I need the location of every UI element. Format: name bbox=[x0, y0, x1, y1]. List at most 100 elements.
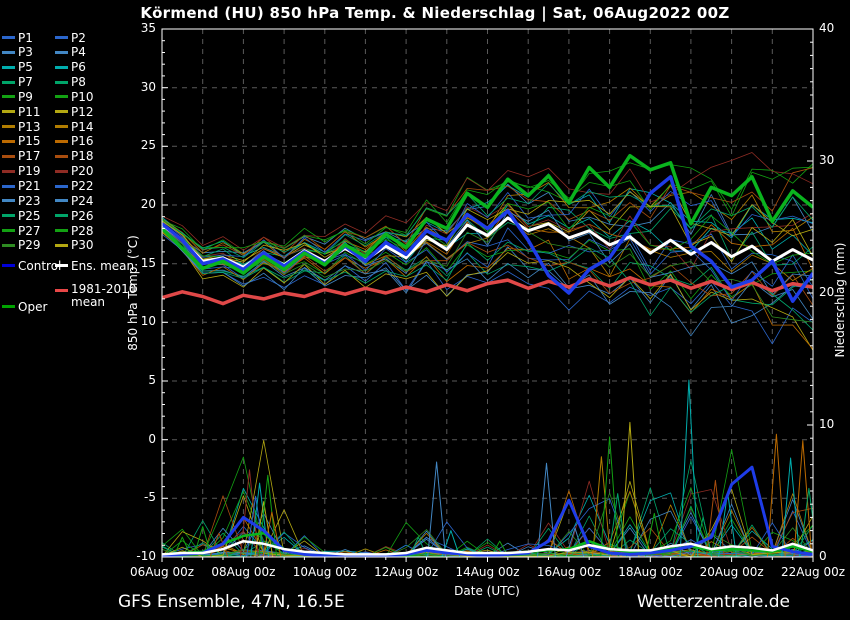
legend-item-p23-swatch bbox=[2, 199, 15, 203]
legend-item-p24-label: P24 bbox=[71, 193, 94, 208]
legend-item-p5-swatch bbox=[2, 65, 15, 69]
legend-item-p16-label: P16 bbox=[71, 134, 94, 149]
date-tick-label: 16Aug 00z bbox=[536, 565, 601, 579]
date-tick-label: 06Aug 00z bbox=[129, 565, 195, 579]
legend-item-p29-swatch bbox=[2, 243, 15, 247]
legend-item-p30: P30 bbox=[55, 238, 94, 253]
legend-item-p18-label: P18 bbox=[71, 149, 94, 164]
legend-item-p10-label: P10 bbox=[71, 89, 94, 104]
legend-item-p28: P28 bbox=[55, 224, 94, 238]
temp-tick-label: -10 bbox=[136, 549, 156, 563]
legend-item-p1-swatch bbox=[2, 36, 15, 39]
legend-item-p5-label: P5 bbox=[18, 60, 33, 75]
legend-item-oper: Oper bbox=[2, 299, 48, 314]
legend-item-p12-swatch bbox=[55, 110, 68, 114]
legend-item-p21: P21 bbox=[2, 179, 41, 193]
legend-item-p13: P13 bbox=[2, 119, 41, 134]
legend-item-p2: P2 bbox=[55, 30, 86, 45]
legend-item-p21-swatch bbox=[2, 184, 15, 188]
temp-tick-label: 35 bbox=[140, 21, 156, 35]
legend-item-p9-swatch bbox=[2, 95, 15, 99]
legend-item-p17-label: P17 bbox=[18, 149, 41, 164]
temp-tick-label: 20 bbox=[140, 197, 156, 211]
legend-item-p9-label: P9 bbox=[18, 89, 33, 104]
legend-item-p17-swatch bbox=[2, 154, 15, 158]
precip-tick-label: 30 bbox=[819, 153, 835, 167]
legend-item-p6-swatch bbox=[55, 65, 68, 69]
legend-item-p30-label: P30 bbox=[71, 238, 94, 253]
legend-item-p16-swatch bbox=[55, 139, 68, 143]
legend-item-p14-label: P14 bbox=[71, 119, 94, 134]
legend-item-p10: P10 bbox=[55, 89, 94, 104]
temp-tick-label: 5 bbox=[148, 373, 156, 387]
legend-item-p29-label: P29 bbox=[18, 238, 41, 253]
legend-item-p15: P15 bbox=[2, 134, 41, 149]
date-tick-label: 08Aug 00z bbox=[211, 565, 276, 579]
temp-tick-label: -5 bbox=[144, 490, 156, 505]
date-tick-label: 20Aug 00z bbox=[699, 565, 764, 579]
legend-item-oper-swatch bbox=[2, 305, 15, 308]
temp-tick-label: 15 bbox=[140, 255, 156, 270]
legend-item-p26-label: P26 bbox=[71, 208, 94, 223]
legend-item-ens-mean-swatch bbox=[55, 264, 68, 267]
legend-item-p22: P22 bbox=[55, 179, 94, 193]
legend-item-p15-label: P15 bbox=[18, 134, 41, 149]
axis-ticks bbox=[161, 28, 814, 562]
legend-item-p26-swatch bbox=[55, 214, 68, 218]
legend-item-p30-swatch bbox=[55, 243, 68, 247]
legend-item-p16: P16 bbox=[55, 134, 94, 149]
legend-item-p26: P26 bbox=[55, 208, 94, 223]
legend-item-oper-label: Oper bbox=[18, 299, 48, 314]
legend-item-p18: P18 bbox=[55, 149, 94, 164]
legend-item-p4-label: P4 bbox=[71, 45, 86, 60]
legend-item-p12-label: P12 bbox=[71, 104, 94, 119]
date-tick-label: 12Aug 00z bbox=[374, 565, 439, 579]
legend-item-p27-label: P27 bbox=[18, 223, 41, 238]
chart-title: Körmend (HU) 850 hPa Temp. & Niederschla… bbox=[140, 4, 730, 22]
legend-item-p24: P24 bbox=[55, 193, 94, 208]
legend-item-p6: P6 bbox=[55, 60, 86, 74]
legend-item-clim-mean: 1981-2010 mean bbox=[55, 283, 155, 309]
legend-item-p1: P1 bbox=[2, 31, 33, 45]
precip-tick-label: 10 bbox=[819, 417, 835, 431]
legend-item-p27-swatch bbox=[2, 229, 15, 233]
legend-item-p8-swatch bbox=[55, 80, 68, 84]
legend-item-p11-label: P11 bbox=[18, 104, 41, 119]
legend-item-clim-mean-label: 1981-2010 mean bbox=[71, 282, 137, 309]
legend-item-p29: P29 bbox=[2, 238, 41, 253]
legend-item-p10-swatch bbox=[55, 95, 68, 99]
legend-item-p14: P14 bbox=[55, 119, 94, 134]
legend-item-p9: P9 bbox=[2, 89, 33, 104]
legend-item-p25-label: P25 bbox=[18, 208, 41, 223]
legend-item-p8-label: P8 bbox=[71, 75, 86, 90]
legend-item-p2-swatch bbox=[55, 36, 68, 39]
brand: Wetterzentrale.de bbox=[636, 592, 790, 612]
legend-item-p2-label: P2 bbox=[71, 30, 86, 45]
precip-tick-label: 0 bbox=[819, 549, 827, 563]
legend-item-p28-swatch bbox=[55, 229, 68, 233]
legend-item-p3-label: P3 bbox=[18, 45, 33, 60]
legend-item-p7: P7 bbox=[2, 75, 33, 90]
legend-item-ens-mean-label: Ens. mean bbox=[71, 258, 135, 273]
legend-item-p22-swatch bbox=[55, 184, 68, 188]
legend-item-p23: P23 bbox=[2, 193, 41, 208]
date-axis-title: Date (UTC) bbox=[454, 584, 520, 598]
date-tick-label: 14Aug 00z bbox=[455, 565, 520, 579]
legend-item-p4: P4 bbox=[55, 45, 86, 60]
legend-item-p7-swatch bbox=[2, 80, 15, 84]
temp-tick-label: 10 bbox=[140, 314, 156, 329]
legend-item-p20: P20 bbox=[55, 164, 94, 179]
temp-tick-label: 25 bbox=[140, 138, 156, 153]
legend-item-control-label: Control bbox=[18, 258, 62, 273]
legend-item-p20-swatch bbox=[55, 169, 68, 173]
legend-item-p23-label: P23 bbox=[18, 193, 41, 208]
legend-item-p19-label: P19 bbox=[18, 164, 41, 179]
precip-tick-label: 20 bbox=[819, 285, 835, 299]
legend-item-p3: P3 bbox=[2, 45, 33, 60]
legend-item-p12: P12 bbox=[55, 104, 94, 119]
legend-item-p7-label: P7 bbox=[18, 75, 33, 90]
legend-item-p20-label: P20 bbox=[71, 164, 94, 179]
legend-item-p13-label: P13 bbox=[18, 119, 41, 134]
